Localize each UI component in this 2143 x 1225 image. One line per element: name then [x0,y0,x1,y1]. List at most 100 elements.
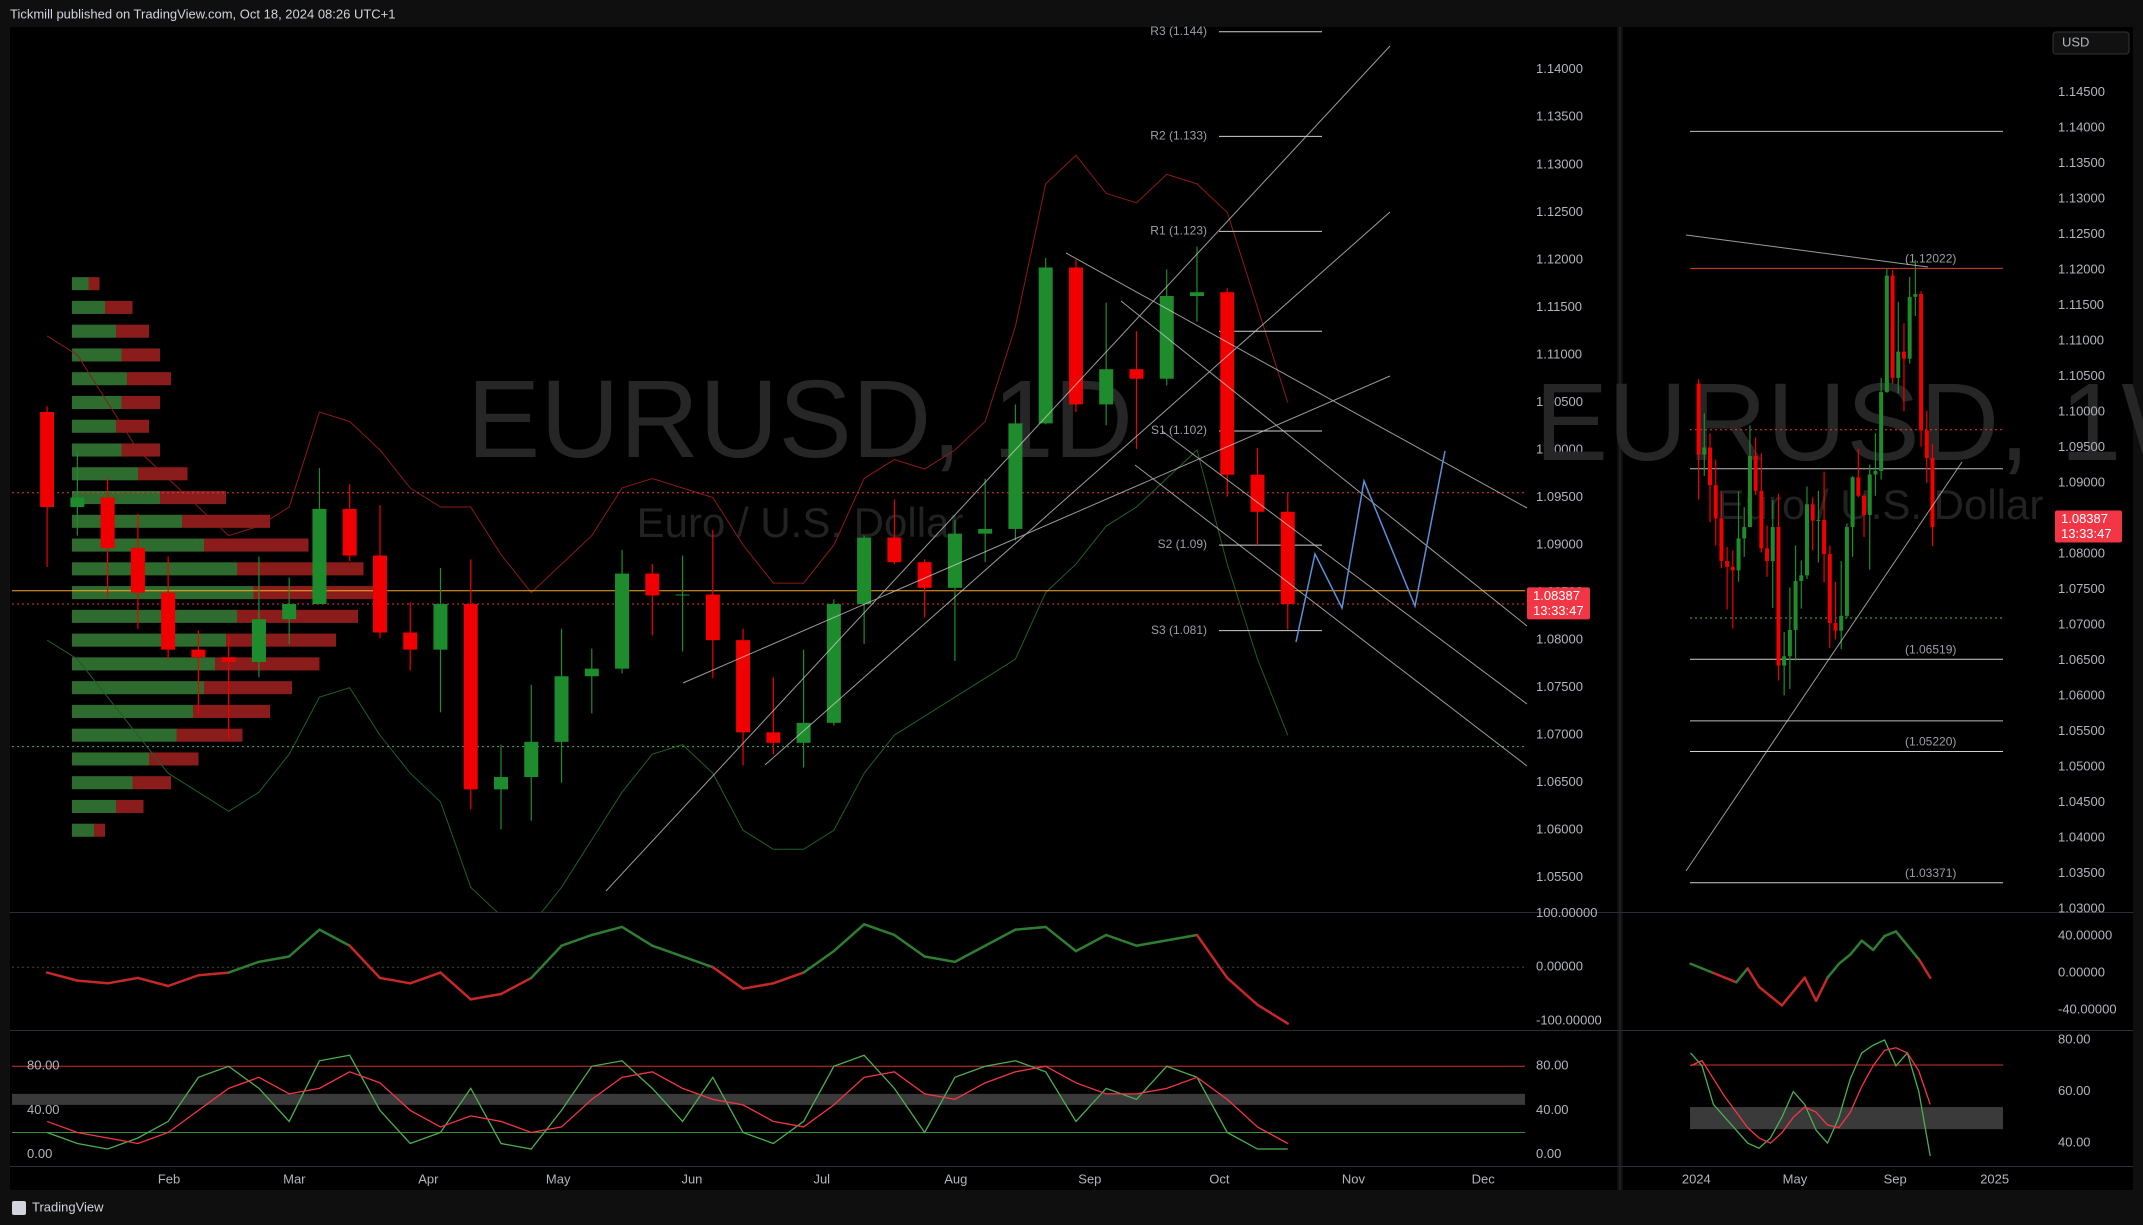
indicator-segment [1044,925,1078,953]
indicator-segment [1769,994,1784,1007]
candle-body [372,555,387,633]
candle-body [1844,527,1849,616]
candle-body [1850,477,1855,528]
pane-tick-label: 100.00000 [1536,905,1597,920]
candle-body [1867,474,1872,515]
candle-body [1220,292,1235,475]
y-tick-label: 1.14000 [2058,119,2105,134]
indicator-segment [1894,930,1909,947]
pivot-label: R1 (1.123) [1150,224,1207,238]
candle-body [675,594,690,596]
indicator-segment [197,971,230,977]
candle-body [1702,447,1707,455]
indicator-segment [1165,933,1199,942]
watermark: EURUSD, 1D [467,358,1133,481]
candle-body [130,547,145,593]
candle-body [584,668,599,677]
currency-box[interactable] [2052,31,2130,55]
indicator-segment [1803,976,1818,1003]
candle-body [1884,275,1889,393]
volume-up [72,300,105,314]
indicator-segment [560,933,594,947]
candle-body [1873,470,1878,475]
y-tick-label: 1.11500 [1536,299,1582,314]
indicator-segment [378,976,412,985]
indicator-segment [1883,930,1898,938]
indicator-line [1690,1047,1931,1144]
y-tick-label: 1.06000 [2058,688,2105,703]
y-tick-label: 1.05500 [2058,723,2105,738]
y-tick-label: 1.09000 [2058,474,2105,489]
candle-body [1822,519,1827,555]
indicator-segment [45,971,79,982]
volume-up [72,752,149,766]
x-tick-label: Sep [1078,1171,1101,1186]
y-tick-label: 1.03500 [2058,865,2105,880]
volume-up [72,514,182,528]
indicator-segment [166,974,200,988]
volume-down [121,443,160,457]
candle-body [615,573,630,669]
level-label: (1.12022) [1905,252,1956,266]
x-tick-label: May [1783,1171,1808,1186]
candle-body [887,537,902,563]
indicator-segment [348,944,382,980]
indicator-segment [1837,953,1852,966]
y-tick-label: 1.14500 [2058,84,2105,99]
level-label: (1.03371) [1905,866,1956,880]
candle-body [947,533,962,588]
level-label: (1.06519) [1905,642,1956,656]
pane-tick-label: 80.00 [1536,1058,1569,1073]
candle-body [1189,292,1204,297]
y-tick-label: 1.07500 [1536,679,1583,694]
candle-body [917,562,932,588]
volume-down [94,823,105,837]
watermark: EURUSD, 1W [1535,361,2143,484]
drawings [605,45,1963,892]
candle-body [1747,456,1752,528]
candle-body [433,604,448,650]
indicator-segment [590,925,624,937]
indicator-segment [469,992,503,1001]
x-tick-label: Mar [283,1171,306,1186]
volume-up [72,277,89,291]
bar-countdown: 13:33:47 [1533,603,1584,618]
volume-up [72,348,122,362]
pivot-label: R2 (1.133) [1150,128,1207,142]
y-tick-label: 1.09000 [1536,537,1583,552]
volume-up [72,419,116,433]
volume-up [72,491,160,505]
pane-tick-label: -40.00000 [2058,1001,2117,1016]
indicator-segment [257,955,291,964]
candle-body [1839,615,1844,631]
candle-body [1930,458,1935,528]
candle-body [1008,423,1023,529]
y-tick-label: 1.10000 [2058,403,2105,418]
bar-countdown: 13:33:47 [2061,526,2112,541]
indicator-segment [983,928,1017,947]
pane-tick-label: 60.00 [2058,1083,2091,1098]
volume-down [127,372,171,386]
volume-up [72,823,94,837]
candle-body [1068,267,1083,405]
indicator-segment [681,955,715,969]
indicator-segment [136,976,170,988]
footer: TradingView [12,1199,104,1215]
indicator-segment [76,979,109,985]
candle-body [1129,369,1144,379]
indicator-band [12,1093,1525,1105]
y-tick-label: 1.10500 [1536,394,1583,409]
volume-down [121,348,160,362]
candle-body [191,649,206,658]
y-tick-label: 1.11000 [1536,346,1582,361]
currency[interactable]: USD [2062,34,2089,49]
candle-body [1742,527,1747,539]
y-tick-label: 1.07500 [2058,581,2105,596]
indicator-segment [1792,976,1806,993]
indicator-segment [1689,962,1704,970]
indicator-segment [1814,976,1829,1003]
watermark-subtitle: Euro / U.S. Dollar [1717,481,2044,528]
x-tick-label: Aug [944,1171,967,1186]
candle-body [1793,581,1798,631]
indicator-segment [711,965,745,990]
